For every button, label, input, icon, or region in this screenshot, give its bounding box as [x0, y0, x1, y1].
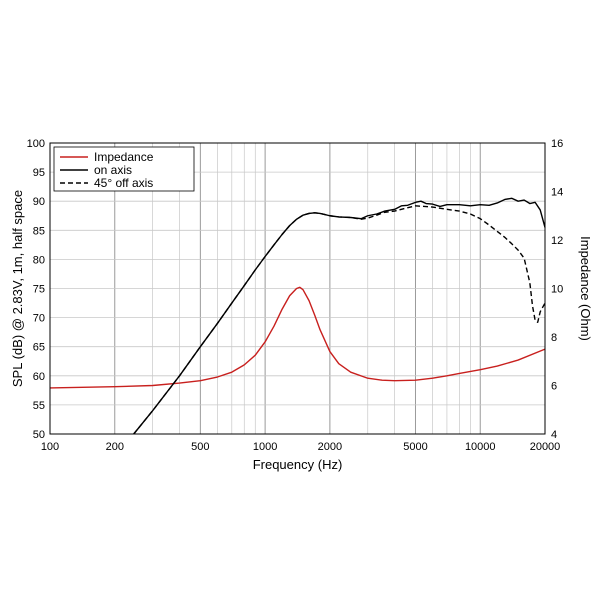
y2-axis-title: Impedance (Ohm) [578, 236, 593, 341]
y-tick-label: 95 [33, 167, 45, 179]
y-tick-label: 55 [33, 400, 45, 412]
y2-tick-label: 6 [551, 381, 557, 393]
x-tick-label: 2000 [318, 441, 342, 453]
y-tick-label: 75 [33, 284, 45, 296]
on-axis-line [133, 197, 546, 435]
y-tick-label: 85 [33, 225, 45, 237]
x-tick-label: 1000 [253, 441, 277, 453]
y-tick-label: 70 [33, 313, 45, 325]
y2-tick-label: 10 [551, 284, 563, 296]
y-tick-label: 60 [33, 371, 45, 383]
y-tick-label: 90 [33, 196, 45, 208]
y2-tick-label: 14 [551, 187, 563, 199]
y-tick-label: 100 [27, 138, 45, 150]
x-tick-label: 10000 [465, 441, 496, 453]
y2-tick-label: 4 [551, 429, 557, 441]
y2-tick-label: 16 [551, 138, 563, 150]
x-tick-label: 5000 [403, 441, 427, 453]
impedance-line [49, 286, 546, 389]
plot-frame [49, 142, 546, 435]
x-axis-title: Frequency (Hz) [253, 457, 343, 472]
y2-tick-label: 12 [551, 235, 563, 247]
legend-entry-on-axis: on axis [94, 163, 132, 177]
x-tick-label: 20000 [530, 441, 561, 453]
x-tick-label: 200 [106, 441, 124, 453]
y-tick-label: 50 [33, 429, 45, 441]
legend-entry-impedance: Impedance [94, 150, 154, 164]
x-tick-label: 100 [41, 441, 59, 453]
series-lines [49, 197, 546, 435]
x-tick-label: 500 [191, 441, 209, 453]
off-axis-line [133, 205, 546, 435]
y-tick-label: 65 [33, 342, 45, 354]
legend: Impedance on axis 45° off axis [53, 146, 195, 192]
tick-labels: 100 200 500 1000 2000 5000 10000 20000 50 55 60 65 7… [27, 138, 564, 453]
y2-tick-label: 8 [551, 332, 557, 344]
y-tick-label: 80 [33, 254, 45, 266]
y-axis-title: SPL (dB) @ 2.83V, 1m, half space [10, 190, 25, 387]
legend-entry-off-axis: 45° off axis [94, 176, 153, 190]
